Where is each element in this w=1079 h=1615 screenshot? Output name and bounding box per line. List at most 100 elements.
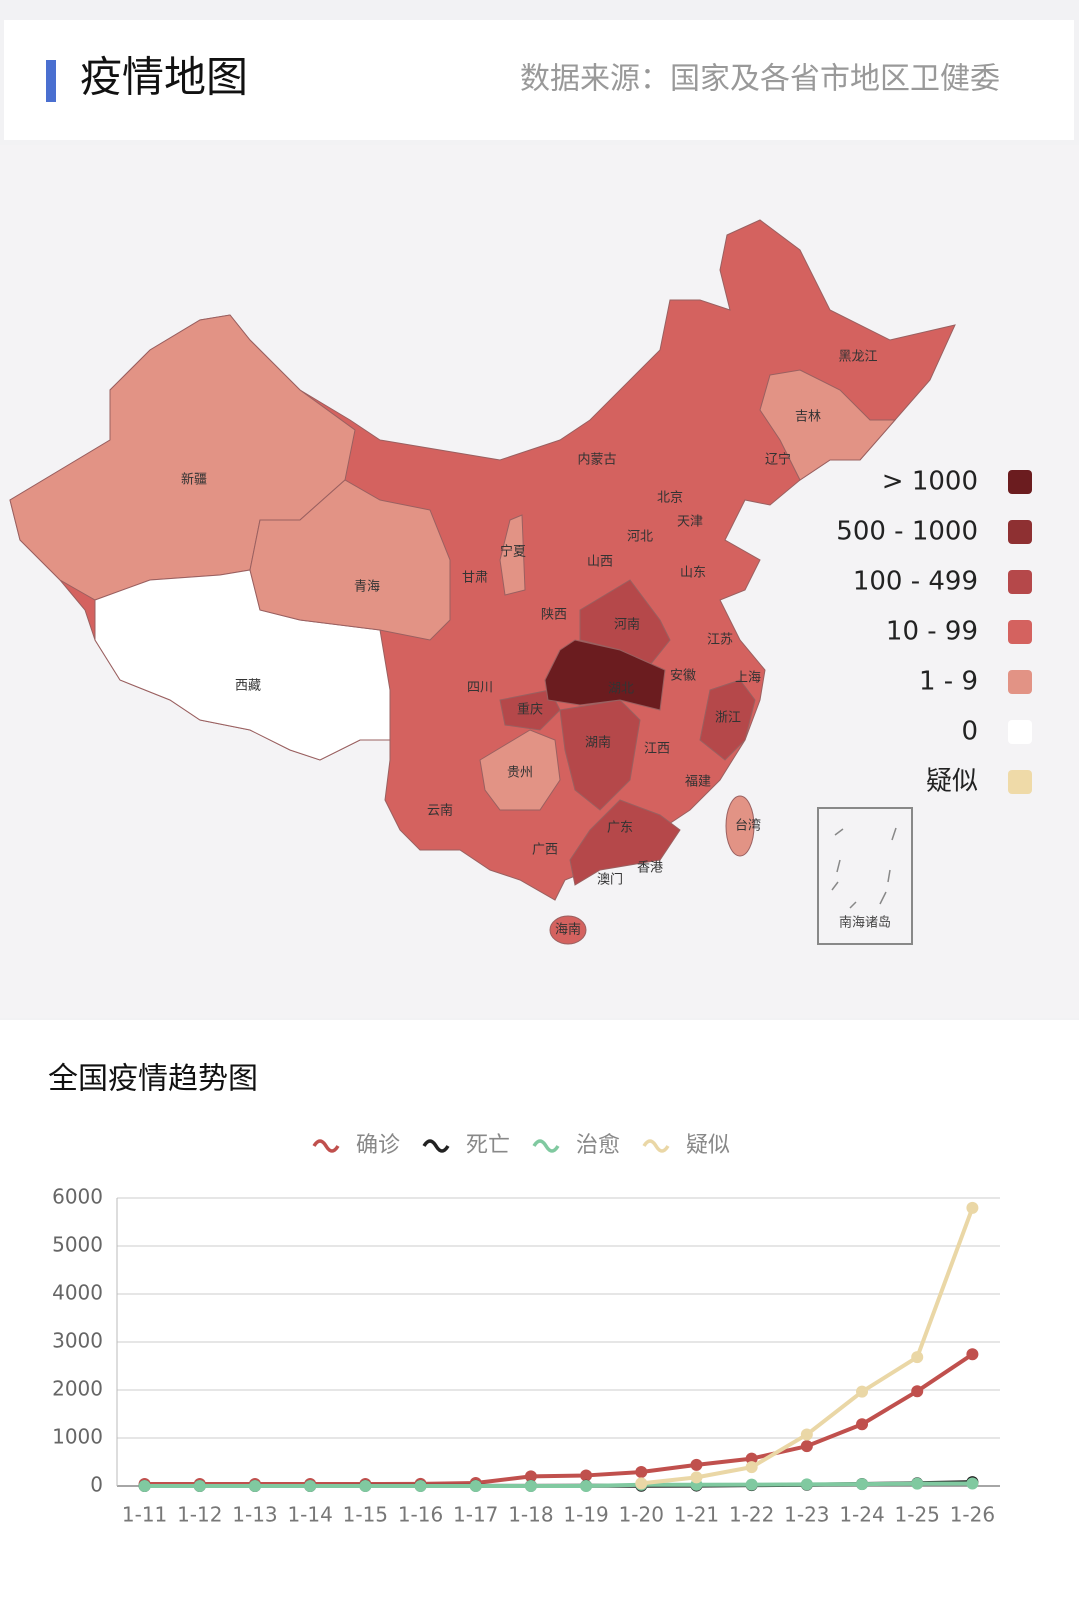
region-label: 台湾 [735, 818, 761, 834]
region-label: 湖北 [608, 682, 634, 697]
data-point [856, 1478, 869, 1491]
region-guangdong [569, 799, 681, 886]
region-taiwan [725, 795, 755, 857]
region-label: 重庆 [517, 702, 543, 718]
legend-label[interactable]: 确诊 [356, 1133, 400, 1158]
data-point [414, 1480, 427, 1492]
data-point [193, 1480, 206, 1492]
region-label: 西藏 [235, 679, 261, 694]
region-label: 江苏 [707, 632, 733, 648]
data-point [911, 1477, 924, 1490]
legend-label[interactable]: 治愈 [576, 1133, 620, 1158]
inset-label: 南海诸岛 [839, 915, 891, 931]
header-title: 疫情地图 [80, 53, 248, 102]
legend-label: 500 - 1000 [836, 517, 978, 547]
region-label: 河南 [614, 617, 640, 633]
legend-icon [642, 1139, 670, 1153]
data-point [248, 1480, 261, 1492]
legend-label: 100 - 499 [853, 567, 978, 597]
legend-icon [532, 1139, 560, 1153]
region-label: 内蒙古 [577, 452, 616, 468]
data-point [745, 1452, 758, 1465]
data-point [745, 1461, 758, 1474]
data-point [690, 1471, 703, 1484]
legend-label: 0 [961, 717, 978, 747]
header-accent [46, 60, 56, 102]
region-label: 北京 [657, 491, 683, 506]
data-point [690, 1458, 703, 1471]
legend-label: 1 - 9 [919, 667, 978, 697]
inset-islands [831, 827, 897, 909]
region-label: 澳门 [597, 872, 623, 888]
region-ningxia [499, 514, 526, 596]
x-tick-label: 1-21 [674, 1503, 719, 1527]
header-source: 数据来源：国家及各省市地区卫健委 [520, 62, 1000, 97]
x-tick-label: 1-22 [729, 1503, 774, 1527]
header-card [4, 20, 1074, 140]
region-label: 山西 [587, 555, 613, 570]
region-hainan [549, 915, 587, 945]
region-henan [579, 579, 671, 666]
data-point [304, 1480, 317, 1492]
region-label: 安徽 [670, 669, 696, 684]
x-tick-label: 1-11 [122, 1503, 167, 1527]
region-label: 上海 [735, 671, 761, 686]
legend-icon [312, 1139, 340, 1153]
legend-swatch [1008, 770, 1032, 794]
data-point [800, 1478, 813, 1491]
x-tick-label: 1-16 [398, 1503, 443, 1527]
data-point [800, 1428, 813, 1441]
legend-swatch [1008, 520, 1032, 544]
x-tick-label: 1-23 [784, 1503, 829, 1527]
data-point [856, 1418, 869, 1431]
region-qinghai [249, 479, 451, 641]
legend-swatch [1008, 670, 1032, 694]
region-xizang [94, 569, 391, 761]
legend-label: > 1000 [882, 467, 978, 497]
region-label: 广西 [532, 843, 558, 858]
legend-label: 疑似 [926, 767, 978, 797]
legend-icon [422, 1139, 450, 1153]
chart-card [0, 1020, 1079, 1615]
x-tick-label: 1-15 [343, 1503, 388, 1527]
region-label: 香港 [637, 861, 663, 876]
legend-label[interactable]: 死亡 [466, 1133, 510, 1158]
data-point [524, 1480, 537, 1492]
y-tick-label: 3000 [52, 1329, 103, 1353]
region-hubei [544, 639, 666, 711]
x-tick-label: 1-18 [508, 1503, 553, 1527]
region-label: 湖南 [585, 735, 611, 751]
region-label: 江西 [644, 742, 670, 757]
series-line [144, 1481, 973, 1488]
data-point [800, 1440, 813, 1453]
y-tick-label: 0 [90, 1473, 103, 1497]
legend-swatch [1008, 570, 1032, 594]
region-label: 四川 [467, 681, 493, 696]
x-tick-label: 1-26 [950, 1503, 995, 1527]
y-tick-label: 6000 [52, 1185, 103, 1209]
region-label: 浙江 [715, 711, 741, 726]
region-label: 河北 [627, 530, 653, 545]
region-label: 海南 [555, 922, 581, 938]
region-label: 贵州 [507, 766, 533, 781]
region-label: 吉林 [795, 410, 821, 425]
region-hunan [559, 699, 641, 811]
y-tick-label: 2000 [52, 1377, 103, 1401]
region-label: 天津 [677, 515, 703, 530]
legend-swatch [1008, 470, 1032, 494]
data-point [745, 1478, 758, 1491]
region-label: 山东 [680, 566, 706, 581]
map-legend: > 1000 500 - 1000 100 - 499 10 - 99 1 - 9 0 疑似 [836, 467, 1032, 797]
map [9, 219, 956, 945]
region-label: 青海 [354, 580, 380, 595]
data-point [359, 1480, 372, 1492]
y-tick-label: 4000 [52, 1281, 103, 1305]
x-tick-label: 1-14 [287, 1503, 332, 1527]
data-point [966, 1201, 979, 1214]
line-chart: 0 1000 2000 3000 4000 5000 6000 1-11 1-12 1-13 1-1… [52, 1133, 1000, 1527]
legend-swatch [1008, 620, 1032, 644]
legend-label[interactable]: 疑似 [686, 1133, 730, 1158]
data-point [635, 1477, 648, 1490]
region-label: 广东 [607, 821, 633, 836]
